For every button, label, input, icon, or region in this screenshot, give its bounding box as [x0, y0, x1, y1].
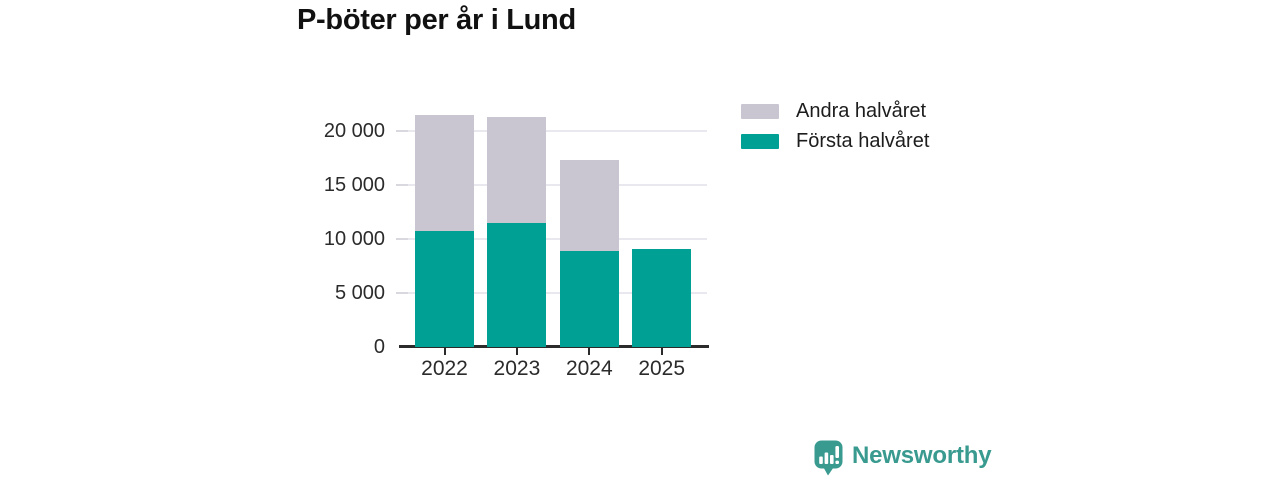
legend-item-andra-halvaret: Andra halvåret — [741, 100, 929, 122]
y-tick-label: 5 000 — [334, 282, 385, 304]
gridline — [400, 130, 707, 132]
bar-segment-2023-forsta-halvaret — [487, 222, 547, 347]
legend-swatch-forsta-halvaret — [741, 133, 779, 149]
newsworthy-brand-name: Newsworthy — [852, 442, 992, 469]
bar-segment-2025-forsta-halvaret — [632, 248, 692, 347]
gridline — [400, 184, 707, 186]
gridline — [400, 238, 707, 240]
bar-segment-2022-andra-halvaret — [415, 114, 474, 232]
y-tick-label: 0 — [373, 336, 385, 358]
y-tick-label: 20 000 — [323, 120, 385, 142]
bar-segment-2023-andra-halvaret — [487, 117, 547, 223]
chart-title: P-böter per år i Lund — [297, 4, 576, 36]
x-axis-tick-2023 — [515, 348, 518, 355]
legend: Andra halvåret Första halvåret — [741, 100, 929, 160]
bar-segment-2024-forsta-halvaret — [559, 250, 619, 347]
newsworthy-logo-link[interactable]: Newsworthy — [814, 440, 992, 480]
y-axis-tick — [396, 292, 408, 294]
x-tick-label-2022: 2022 — [421, 357, 468, 380]
legend-label: Andra halvåret — [796, 99, 927, 122]
y-axis-tick — [396, 130, 408, 132]
gridline — [400, 292, 707, 294]
x-tick-label-2023: 2023 — [493, 357, 541, 380]
y-axis-tick — [396, 238, 408, 240]
legend-label: Första halvåret — [796, 129, 930, 152]
x-axis-tick-2025 — [660, 348, 663, 355]
legend-item-forsta-halvaret: Första halvåret — [741, 130, 929, 152]
x-tick-label-2025: 2025 — [638, 357, 686, 380]
y-tick-label: 15 000 — [323, 174, 385, 196]
y-tick-label: 10 000 — [323, 228, 385, 250]
bar-segment-2024-andra-halvaret — [559, 160, 619, 251]
bar-segment-2022-forsta-halvaret — [415, 231, 474, 347]
newsworthy-logo-icon — [814, 440, 843, 480]
legend-swatch-andra-halvaret — [741, 103, 779, 119]
x-axis-tick-2024 — [588, 348, 591, 355]
x-tick-label-2024: 2024 — [565, 357, 613, 380]
y-axis-tick — [396, 184, 408, 186]
x-axis-line — [399, 345, 709, 348]
x-axis-tick-2022 — [443, 348, 446, 355]
